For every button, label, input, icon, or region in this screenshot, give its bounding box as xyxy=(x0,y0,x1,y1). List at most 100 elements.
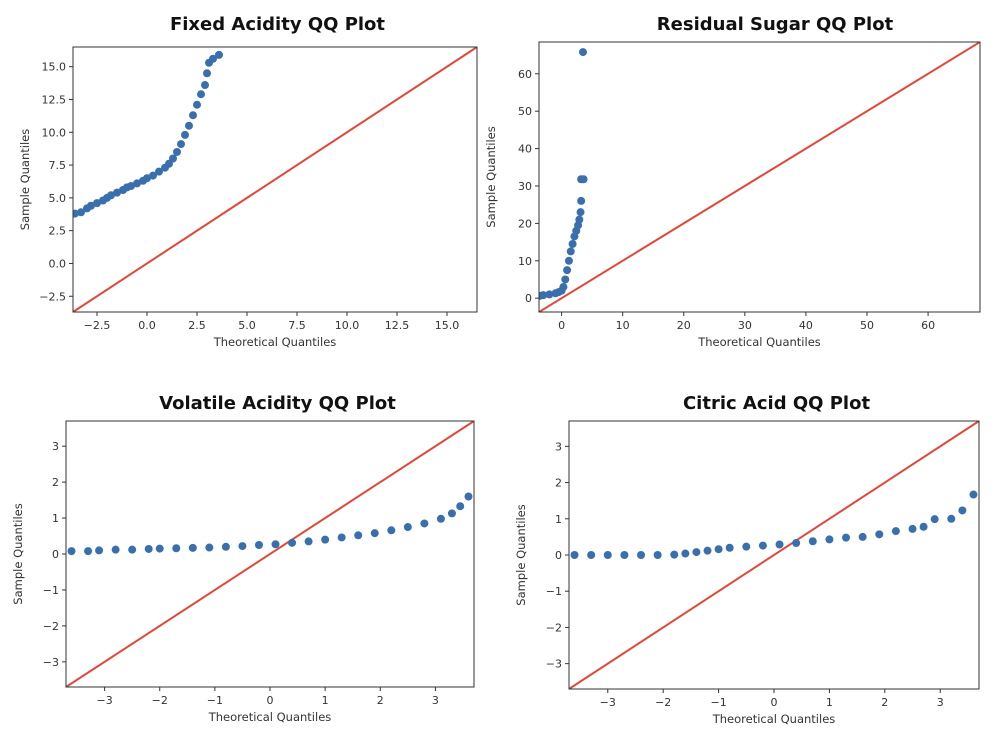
data-point xyxy=(111,545,120,554)
data-point xyxy=(354,531,363,540)
x-tick-label: 7.5 xyxy=(288,319,306,332)
x-tick-label: 3 xyxy=(937,696,944,709)
data-point xyxy=(271,540,280,549)
data-point xyxy=(539,291,548,300)
data-point xyxy=(189,111,197,120)
data-point xyxy=(570,551,579,559)
data-point xyxy=(714,545,723,554)
x-tick-label: −2.5 xyxy=(84,319,111,332)
data-point xyxy=(87,201,95,210)
data-point xyxy=(559,282,568,291)
data-point xyxy=(692,548,701,557)
y-tick-label: −3 xyxy=(546,658,562,671)
y-tick-label: 40 xyxy=(518,143,532,156)
data-point xyxy=(436,514,445,523)
data-point xyxy=(891,527,900,536)
data-point xyxy=(456,502,465,511)
data-point xyxy=(969,490,978,499)
y-tick-label: 3 xyxy=(52,440,59,453)
y-tick-label: −2 xyxy=(43,620,59,633)
data-point xyxy=(587,551,596,559)
qq-plot-svg: −2.5 0.0 2.5 5.0 7.5 10.0 12.5 15.0 −2.5 0.0 2.5 5.… xyxy=(18,46,478,349)
data-point xyxy=(875,530,884,539)
data-point xyxy=(144,544,153,553)
chart-panel-fixed-acidity: Fixed Acidity QQ Plot −2.5 0.0 2.5 5.0 7.5 10… xyxy=(0,0,501,370)
x-tick-label: 5.0 xyxy=(238,319,256,332)
chart-panel-volatile-acidity: Volatile Acidity QQ Plot −3 −2 −1 0 1 2 3 −3 −2−… xyxy=(0,370,501,740)
y-axis-label: Sample Quantiles xyxy=(514,504,528,605)
y-tick-label: 0 xyxy=(52,548,59,561)
data-point xyxy=(188,543,197,552)
x-tick-label: −1 xyxy=(710,696,726,709)
y-tick-label: 10.0 xyxy=(42,126,67,139)
x-tick-label: −3 xyxy=(600,696,616,709)
data-point xyxy=(577,196,586,205)
y-tick-label: 1 xyxy=(52,512,59,525)
data-point xyxy=(107,191,115,200)
data-point xyxy=(254,541,263,550)
data-point xyxy=(95,546,104,555)
data-point xyxy=(172,544,181,553)
data-point xyxy=(370,529,379,538)
data-point xyxy=(792,539,801,548)
data-point xyxy=(173,147,181,156)
y-tick-label: 12.5 xyxy=(42,93,67,106)
plot-area xyxy=(73,47,477,312)
data-point xyxy=(403,523,412,532)
y-tick-label: 0.0 xyxy=(49,257,67,270)
x-axis-label: Theoretical Quantiles xyxy=(697,335,821,349)
reference-line xyxy=(73,47,477,312)
data-point xyxy=(703,546,712,555)
data-point xyxy=(387,526,396,535)
data-point xyxy=(67,547,76,556)
data-point xyxy=(579,175,588,184)
qq-plot-svg: −3 −2 −1 0 1 2 3 −3 −2 −1 0 1 2 3 Theoretical Quantile… xyxy=(11,420,475,724)
x-tick-label: 50 xyxy=(860,319,874,332)
x-tick-label: 3 xyxy=(432,694,439,707)
data-point xyxy=(181,130,189,139)
data-point xyxy=(288,538,297,547)
data-point xyxy=(337,533,346,542)
x-tick-label: 0 xyxy=(771,696,778,709)
y-tick-label: 2.5 xyxy=(49,225,67,238)
data-point xyxy=(143,174,151,183)
y-tick-label: 15.0 xyxy=(42,61,67,74)
chart-title: Volatile Acidity QQ Plot xyxy=(159,393,396,414)
x-tick-label: 2 xyxy=(377,694,384,707)
data-point xyxy=(858,532,867,541)
data-point xyxy=(637,551,646,559)
y-tick-label: 20 xyxy=(518,217,532,230)
data-point xyxy=(919,522,928,531)
y-tick-label: 60 xyxy=(518,68,532,81)
y-tick-label: 30 xyxy=(518,180,532,193)
data-point xyxy=(77,208,85,217)
y-axis-label: Sample Quantiles xyxy=(484,126,498,227)
y-tick-label: −1 xyxy=(546,585,562,598)
data-point xyxy=(177,140,185,149)
data-point xyxy=(155,167,163,176)
data-point xyxy=(758,541,767,550)
x-tick-label: −1 xyxy=(207,694,223,707)
y-tick-label: −1 xyxy=(43,584,59,597)
data-point xyxy=(205,543,214,552)
y-tick-label: 10 xyxy=(518,255,532,268)
data-point xyxy=(825,535,834,544)
data-point xyxy=(603,551,612,559)
x-axis-label: Theoretical Quantiles xyxy=(208,710,332,724)
y-tick-label: −3 xyxy=(43,656,59,669)
data-point xyxy=(742,542,751,551)
x-tick-label: −3 xyxy=(96,694,112,707)
data-point xyxy=(681,549,690,558)
chart-title: Citric Acid QQ Plot xyxy=(682,393,871,414)
y-tick-label: 2 xyxy=(555,477,562,490)
data-point xyxy=(127,182,135,191)
data-point xyxy=(447,509,456,518)
data-point xyxy=(568,239,577,248)
data-point xyxy=(842,533,851,542)
x-tick-label: −2 xyxy=(655,696,671,709)
data-point xyxy=(93,199,101,208)
data-point xyxy=(193,100,201,109)
y-tick-label: 3 xyxy=(555,440,562,453)
data-point xyxy=(84,547,93,556)
data-point xyxy=(775,540,784,549)
